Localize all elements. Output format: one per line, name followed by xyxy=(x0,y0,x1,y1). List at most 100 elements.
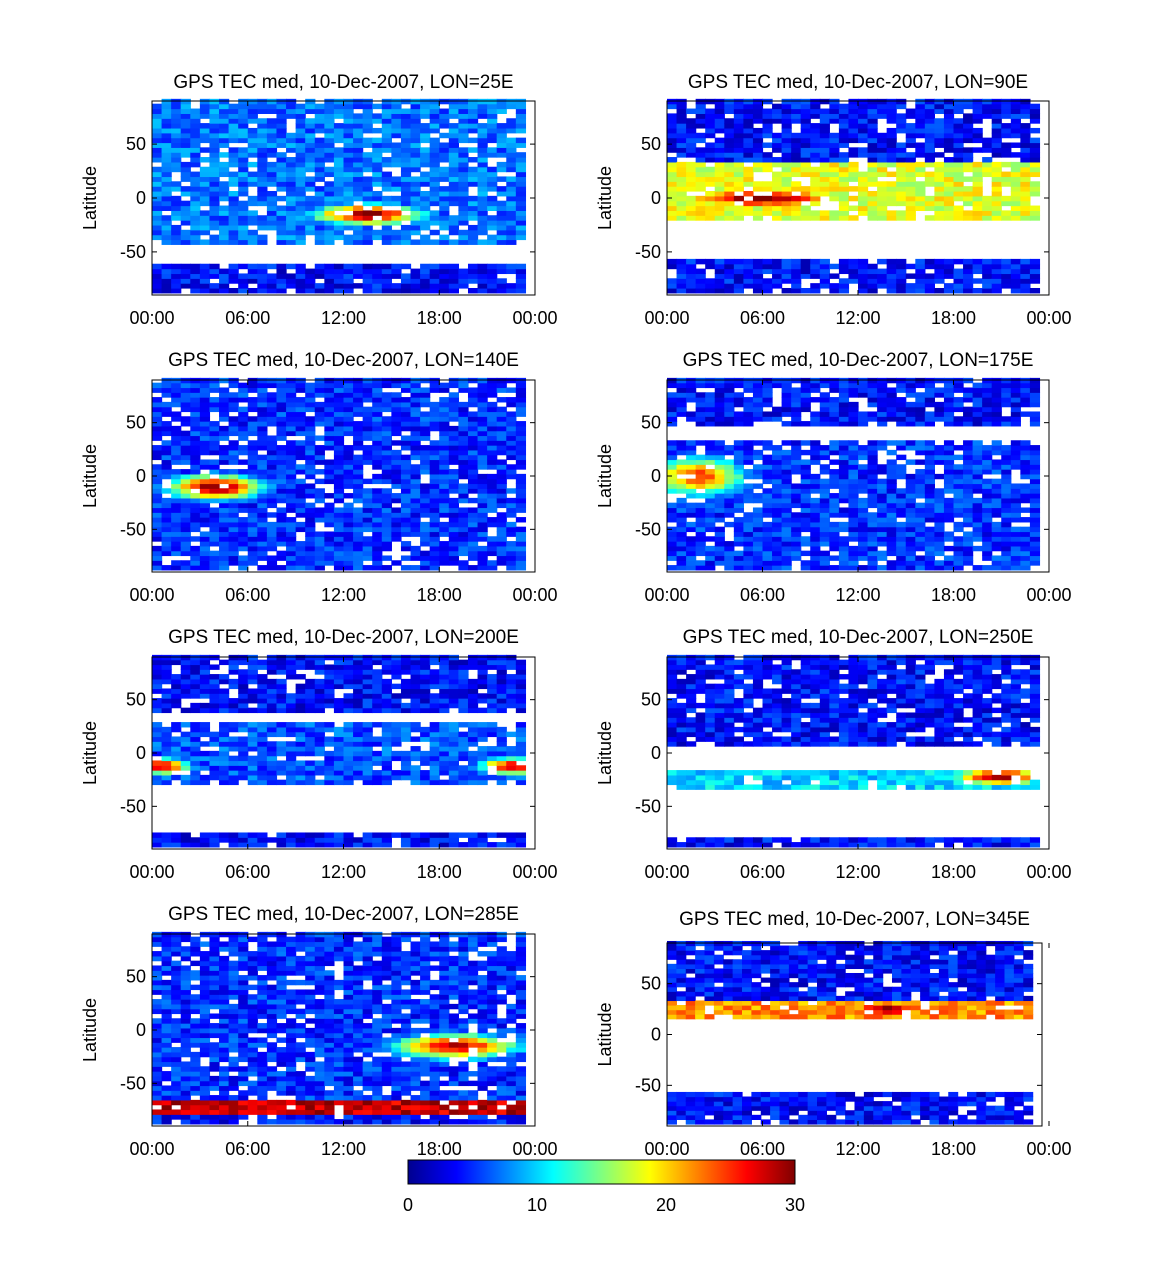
heatmap-cell xyxy=(877,488,888,494)
heatmap-cell xyxy=(420,397,431,403)
heatmap-cell xyxy=(295,502,306,509)
heatmap-cell xyxy=(858,132,869,139)
heatmap-cell xyxy=(686,268,697,275)
heatmap-cell xyxy=(858,200,869,207)
heatmap-cell xyxy=(333,440,345,446)
heatmap-cell xyxy=(429,401,440,408)
heatmap-cell xyxy=(190,239,201,245)
heatmap-cell xyxy=(372,440,383,446)
heatmap-cell xyxy=(180,449,191,456)
heatmap-cell xyxy=(257,550,268,557)
heatmap-cell xyxy=(161,464,172,470)
heatmap-cell xyxy=(219,560,230,566)
heatmap-cell xyxy=(1010,512,1021,518)
heatmap-cell xyxy=(429,411,440,417)
heatmap-cell xyxy=(381,268,392,275)
heatmap-cell xyxy=(180,483,191,489)
heatmap-cell xyxy=(314,416,325,422)
heatmap-cell xyxy=(180,382,191,389)
heatmap-cell xyxy=(515,440,527,446)
heatmap-cell xyxy=(477,473,488,480)
heatmap-cell xyxy=(171,445,182,451)
heatmap-cell xyxy=(695,517,706,523)
heatmap-cell xyxy=(467,205,479,211)
heatmap-cell xyxy=(838,473,850,480)
heatmap-cell xyxy=(219,387,230,393)
heatmap-cell xyxy=(943,215,955,221)
heatmap-cell xyxy=(372,142,383,148)
heatmap-cell xyxy=(362,195,373,202)
heatmap-cell xyxy=(228,454,239,461)
heatmap-cell xyxy=(467,210,479,216)
heatmap-cell xyxy=(333,278,345,284)
heatmap-cell xyxy=(1029,108,1041,114)
heatmap-cell xyxy=(161,411,172,417)
heatmap-cell xyxy=(266,459,278,465)
heatmap-cell xyxy=(400,224,412,231)
heatmap-cell xyxy=(199,521,211,528)
heatmap-cell xyxy=(877,132,888,139)
heatmap-cell xyxy=(714,176,725,182)
heatmap-cell xyxy=(791,445,802,451)
heatmap-cell xyxy=(180,229,191,236)
heatmap-cell xyxy=(343,215,354,221)
heatmap-cell xyxy=(705,560,716,566)
heatmap-cell xyxy=(743,171,754,178)
heatmap-cell xyxy=(171,215,182,221)
heatmap-cell xyxy=(343,541,354,547)
heatmap-cell xyxy=(199,531,211,537)
heatmap-cell xyxy=(410,397,421,403)
heatmap-cell xyxy=(353,382,364,389)
heatmap-cell xyxy=(209,488,220,494)
heatmap-cell xyxy=(410,200,421,207)
heatmap-cell xyxy=(420,152,431,158)
heatmap-cell xyxy=(429,147,440,153)
heatmap-cell xyxy=(228,521,239,528)
heatmap-cell xyxy=(333,387,345,393)
heatmap-cell xyxy=(667,210,678,216)
heatmap-cell xyxy=(982,449,993,456)
heatmap-cell xyxy=(905,283,916,289)
heatmap-cell xyxy=(333,497,345,504)
heatmap-cell xyxy=(391,449,402,456)
heatmap-cell xyxy=(714,113,725,119)
heatmap-cell xyxy=(199,464,211,470)
heatmap-cell xyxy=(180,123,191,129)
heatmap-cell xyxy=(877,268,888,275)
heatmap-cell xyxy=(752,454,764,461)
heatmap-cell xyxy=(209,181,220,187)
heatmap-cell xyxy=(458,239,469,245)
heatmap-cell xyxy=(209,220,220,226)
heatmap-cell xyxy=(391,416,402,422)
heatmap-cell xyxy=(733,268,744,275)
heatmap-cell xyxy=(506,166,517,173)
heatmap-cell xyxy=(429,287,440,294)
heatmap-cell xyxy=(209,263,220,270)
heatmap-cell xyxy=(487,493,498,499)
heatmap-cell xyxy=(991,392,1002,398)
heatmap-cell xyxy=(400,435,412,441)
heatmap-cell xyxy=(991,273,1002,279)
heatmap-cell xyxy=(886,127,897,134)
heatmap-cell xyxy=(676,541,687,547)
heatmap-cell xyxy=(324,459,335,465)
heatmap-cell xyxy=(295,555,306,561)
heatmap-cell xyxy=(353,507,364,513)
heatmap-cell xyxy=(439,215,450,221)
heatmap-cell xyxy=(858,531,869,537)
heatmap-cell xyxy=(705,118,716,124)
heatmap-cell xyxy=(190,224,201,231)
heatmap-cell xyxy=(714,273,725,279)
heatmap-cell xyxy=(219,478,230,485)
heatmap-cell xyxy=(982,200,993,207)
heatmap-cell xyxy=(362,493,373,499)
heatmap-cell xyxy=(372,430,383,437)
heatmap-cell xyxy=(943,478,955,485)
heatmap-cell xyxy=(161,166,172,173)
heatmap-cell xyxy=(991,258,1002,265)
heatmap-cell xyxy=(1001,132,1012,139)
heatmap-cell xyxy=(867,493,878,499)
heatmap-cell xyxy=(190,205,201,211)
heatmap-cell xyxy=(781,108,792,114)
heatmap-cell xyxy=(458,215,469,221)
